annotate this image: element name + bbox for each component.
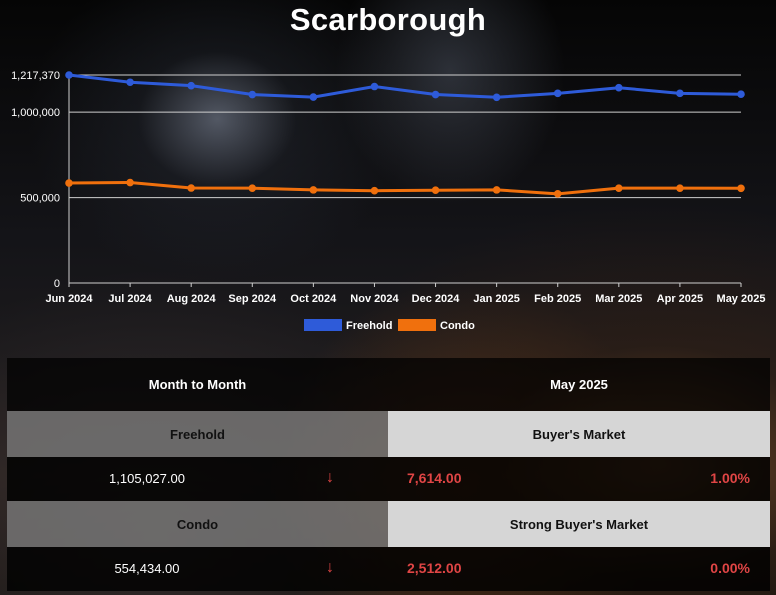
condo-percent: 0.00%: [710, 560, 750, 576]
header-month-to-month: Month to Month: [148, 377, 247, 392]
condo-point: [65, 179, 73, 187]
freehold-point: [65, 71, 73, 79]
condo-point: [737, 184, 745, 193]
x-tick-label: Jan 2025: [473, 293, 519, 305]
condo-point: [248, 184, 257, 192]
freehold-point: [676, 89, 684, 98]
freehold-legend-label: Freehold: [346, 320, 392, 332]
x-tick-label: Feb 2025: [534, 293, 581, 305]
x-tick-label: Jul 2024: [108, 293, 152, 305]
x-tick-label: Mar 2025: [595, 293, 642, 305]
condo-point: [370, 186, 379, 195]
condo-point: [431, 186, 440, 195]
x-tick-label: Aug 2024: [167, 293, 217, 305]
freehold-percent: 1.00%: [710, 470, 750, 486]
condo-point: [492, 186, 501, 194]
stats-header-row: Month to Month May 2025: [7, 358, 770, 411]
condo-price: 554,434.00: [114, 561, 180, 576]
x-tick-label: Nov 2024: [350, 293, 399, 305]
page-title: Scarborough: [289, 2, 487, 37]
freehold-market-status: Buyer's Market: [388, 411, 770, 457]
condo-legend-swatch: [398, 319, 436, 331]
x-tick-label: May 2025: [717, 293, 766, 305]
freehold-label: Freehold: [7, 411, 388, 457]
condo-series-line: [68, 181, 742, 196]
freehold-point: [309, 93, 318, 101]
condo-label-row: Condo Strong Buyer's Market: [7, 501, 770, 547]
x-tick-label: Oct 2024: [290, 293, 337, 305]
freehold-value-row: 1,105,027.00 ↓ 7,614.00 1.00%: [7, 457, 770, 501]
condo-point: [187, 184, 195, 192]
x-tick-label: Jun 2024: [45, 293, 93, 305]
price-line-chart: 0 500,000 1,000,000 1,217,370 Jun 2024 Jul 20…: [11, 70, 766, 332]
x-tick-label: Sep 2024: [228, 293, 277, 305]
condo-legend-label: Condo: [440, 320, 475, 332]
condo-point: [309, 186, 318, 194]
freehold-series-line: [68, 73, 742, 99]
condo-change: 2,512.00: [407, 560, 462, 576]
down-arrow-icon: ↓: [326, 469, 334, 486]
freehold-price: 1,105,027.00: [109, 471, 185, 486]
stats-table: Month to Month May 2025 Freehold Buyer's…: [7, 358, 770, 591]
freehold-change: 7,614.00: [407, 470, 462, 486]
condo-label: Condo: [7, 501, 388, 547]
condo-point: [553, 190, 562, 198]
freehold-point: [187, 81, 195, 90]
y-tick-label: 0: [54, 278, 60, 290]
freehold-point: [370, 82, 379, 91]
freehold-point: [737, 90, 745, 98]
y-tick-label: 1,217,370: [11, 70, 60, 82]
condo-point: [676, 184, 684, 192]
y-tick-label: 1,000,000: [11, 107, 60, 119]
freehold-point: [492, 93, 501, 102]
freehold-point: [126, 78, 134, 87]
freehold-point: [248, 90, 257, 99]
x-tick-label: Dec 2024: [412, 293, 461, 305]
condo-market-status: Strong Buyer's Market: [388, 501, 770, 547]
freehold-point: [615, 83, 623, 92]
freehold-point: [431, 90, 440, 99]
down-arrow-icon: ↓: [326, 559, 334, 576]
condo-value-row: 554,434.00 ↓ 2,512.00 0.00%: [7, 547, 770, 591]
freehold-label-row: Freehold Buyer's Market: [7, 411, 770, 457]
condo-point: [615, 184, 623, 192]
y-tick-label: 500,000: [20, 193, 60, 205]
freehold-legend-swatch: [304, 319, 342, 331]
freehold-point: [553, 89, 562, 98]
x-tick-label: Apr 2025: [657, 293, 703, 305]
header-period: May 2025: [550, 377, 608, 392]
condo-point: [126, 178, 134, 187]
